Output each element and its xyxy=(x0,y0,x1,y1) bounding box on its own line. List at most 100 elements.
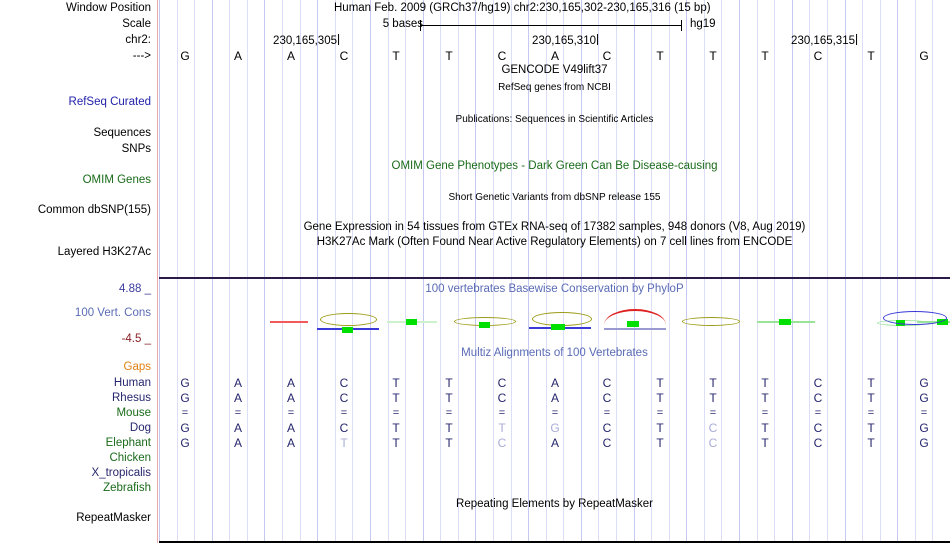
track-label-layered-h3k27ac[interactable]: Layered H3K27Ac xyxy=(57,246,151,258)
alignment-base: = xyxy=(392,407,400,419)
alignment-base: = xyxy=(287,407,295,419)
alignment-base: C xyxy=(813,376,823,390)
alignment-base: T xyxy=(761,376,769,390)
reference-base: T xyxy=(445,49,453,63)
alignment-base: A xyxy=(550,376,559,390)
alignment-base: C xyxy=(813,436,823,450)
track-label-snps[interactable]: SNPs xyxy=(121,143,151,155)
conservation-green-block xyxy=(627,321,639,327)
alignment-base: T xyxy=(867,436,875,450)
alignment-base: A xyxy=(550,391,559,405)
alignment-base: G xyxy=(180,436,190,450)
alignment-base: T xyxy=(867,391,875,405)
alignment-base: T xyxy=(445,391,453,405)
track-label-elephant[interactable]: Elephant xyxy=(105,437,151,449)
reference-base: C xyxy=(602,49,612,63)
ruler-tick xyxy=(597,34,598,45)
track-label-sequences[interactable]: Sequences xyxy=(93,127,151,139)
alignment-base: G xyxy=(180,421,190,435)
scale-bar-row: 5 bases hg19 xyxy=(159,18,950,32)
phylop-conservation-track[interactable] xyxy=(159,283,950,345)
alignment-base: A xyxy=(233,391,242,405)
alignment-base: C xyxy=(813,421,823,435)
alignment-base: C xyxy=(708,421,718,435)
ruler-coordinate: 230,165,315 xyxy=(791,34,857,47)
track-label-gaps[interactable]: Gaps xyxy=(123,361,152,373)
track-label-mouse[interactable]: Mouse xyxy=(116,407,151,419)
track-label-vert-cons[interactable]: 100 Vert. Cons xyxy=(74,307,151,319)
alignment-base: C xyxy=(497,376,507,390)
track-data-panel: Human Feb. 2009 (GRCh37/hg19) chr2:230,1… xyxy=(159,0,950,543)
track-label-omim-genes[interactable]: OMIM Genes xyxy=(82,174,151,186)
track-label-rhesus[interactable]: Rhesus xyxy=(112,392,151,404)
alignment-base: T xyxy=(761,436,769,450)
alignment-base: T xyxy=(445,436,453,450)
reference-base: A xyxy=(550,49,559,63)
track-label-refseq-curated[interactable]: RefSeq Curated xyxy=(68,96,151,108)
alignment-base: C xyxy=(497,391,507,405)
alignment-base: T xyxy=(761,421,769,435)
scale-bar-label: 5 bases xyxy=(382,18,423,30)
scale-bar xyxy=(420,20,682,31)
alignment-base: G xyxy=(180,376,190,390)
alignment-base: = xyxy=(603,407,611,419)
label-strand-arrow: ---> xyxy=(132,50,151,62)
panel-divider-rule xyxy=(157,0,158,543)
alignment-base: C xyxy=(602,421,612,435)
alignment-base: = xyxy=(181,407,189,419)
alignment-base: G xyxy=(919,421,929,435)
track-label-x-tropicalis[interactable]: X_tropicalis xyxy=(91,467,151,479)
alignment-base: C xyxy=(497,436,507,450)
alignment-base: A xyxy=(286,421,295,435)
alignment-base: = xyxy=(656,407,664,419)
track-label-zebrafish[interactable]: Zebrafish xyxy=(103,482,151,494)
track-label-cons-min[interactable]: -4.5 _ xyxy=(121,333,151,345)
reference-base: C xyxy=(339,49,349,63)
ruler-coordinate: 230,165,305 xyxy=(273,34,339,47)
reference-base: C xyxy=(497,49,507,63)
track-label-chicken[interactable]: Chicken xyxy=(109,452,151,464)
alignment-base: T xyxy=(392,421,400,435)
ruler-tick xyxy=(338,34,339,45)
conservation-bar xyxy=(604,328,666,330)
alignment-base: T xyxy=(392,436,400,450)
label-chrom: chr2: xyxy=(125,34,151,46)
reference-base: T xyxy=(392,49,400,63)
alignment-base: C xyxy=(602,436,612,450)
track-label-cons-max[interactable]: 4.88 _ xyxy=(119,283,151,295)
track-label-common-dbsnp[interactable]: Common dbSNP(155) xyxy=(37,204,151,216)
ruler-coordinate-text: 230,165,315 xyxy=(791,35,855,47)
reference-base: T xyxy=(867,49,875,63)
track-label-repeatmasker[interactable]: RepeatMasker xyxy=(76,512,151,524)
alignment-base: = xyxy=(709,407,717,419)
reference-base: C xyxy=(813,49,823,63)
conservation-green-block xyxy=(779,319,791,325)
conservation-green-block xyxy=(551,324,565,330)
reference-base: T xyxy=(656,49,664,63)
alignment-base: G xyxy=(919,436,929,450)
assembly-label: hg19 xyxy=(690,18,716,30)
reference-base: A xyxy=(286,49,295,63)
alignment-base: G xyxy=(919,391,929,405)
alignment-row-mouse[interactable]: = = = = = = = = = = = = = = = xyxy=(159,407,950,420)
alignment-base: T xyxy=(340,436,348,450)
track-title-omim: OMIM Gene Phenotypes - Dark Green Can Be… xyxy=(391,160,718,172)
alignment-base: A xyxy=(550,436,559,450)
track-title-refseq: RefSeq genes from NCBI xyxy=(498,82,611,93)
track-label-human[interactable]: Human xyxy=(113,377,151,389)
alignment-base: C xyxy=(339,421,349,435)
track-label-dog[interactable]: Dog xyxy=(129,422,151,434)
alignment-base: = xyxy=(761,407,769,419)
alignment-base: = xyxy=(340,407,348,419)
alignment-base: T xyxy=(761,391,769,405)
alignment-base: T xyxy=(867,376,875,390)
alignment-base: C xyxy=(602,376,612,390)
alignment-base: T xyxy=(445,376,453,390)
conservation-lens xyxy=(682,317,740,326)
ruler-tick xyxy=(856,34,857,45)
track-title-dbsnp: Short Genetic Variants from dbSNP releas… xyxy=(448,192,661,203)
